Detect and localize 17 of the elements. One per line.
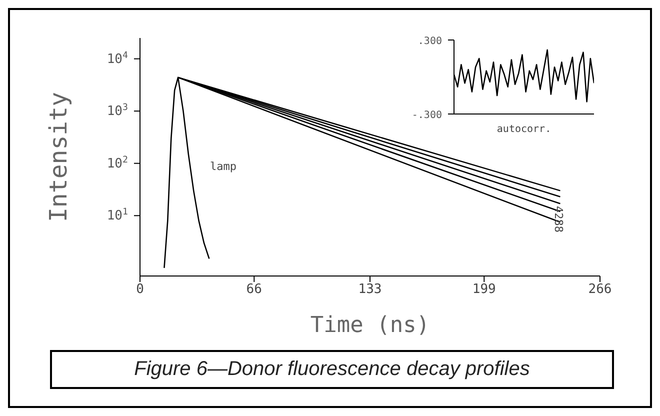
y-tick-label: -.300 (412, 110, 442, 121)
x-tick-label: 133 (358, 282, 382, 298)
x-tick-label: 266 (588, 282, 612, 298)
x-tick-label: 66 (246, 282, 262, 298)
caption: Figure 6—Donor fluorescence decay profiles (50, 350, 614, 389)
y-tick-label: 10$^{2}$ (106, 155, 128, 172)
x-tick-label: 199 (472, 282, 496, 298)
annotation: 4288 (552, 206, 565, 232)
y-tick-label: 10$^{3}$ (106, 103, 128, 120)
annotation: lamp (210, 160, 236, 173)
x-axis-title: autocorr. (496, 124, 552, 135)
y-tick-label: .300 (418, 36, 442, 47)
y-tick-label: 10$^{4}$ (106, 50, 129, 67)
x-axis-title: Time (ns) (310, 313, 430, 338)
y-tick-label: 10$^{1}$ (106, 208, 128, 224)
x-tick-label: 0 (136, 282, 144, 298)
y-axis-title: Intensity (44, 92, 73, 222)
